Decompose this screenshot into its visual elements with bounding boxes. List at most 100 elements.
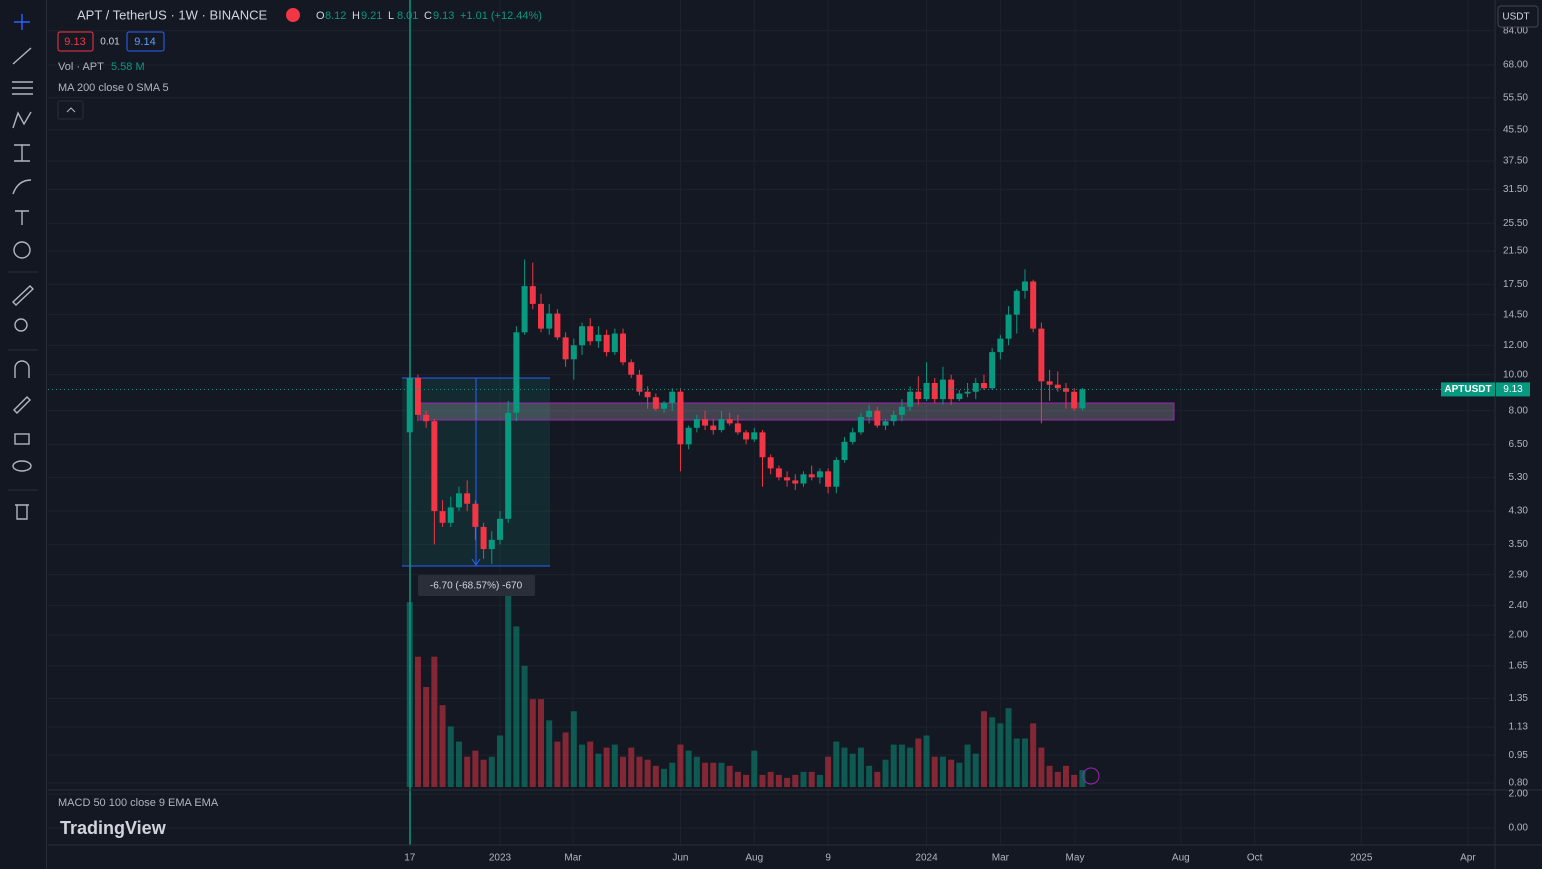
volume-layer (406, 590, 1086, 787)
lock-draw-tool[interactable] (13, 396, 31, 414)
y-tick-label: 37.50 (1503, 156, 1528, 167)
candle-body (1030, 281, 1037, 329)
last-price-name: APTUSDT (1444, 384, 1491, 395)
magnet-tool[interactable] (14, 360, 30, 378)
tools (8, 14, 38, 520)
candle-body (1079, 389, 1086, 409)
volume-bar (989, 717, 996, 787)
volume-bar (939, 756, 946, 787)
volume-bar (628, 747, 635, 787)
candle-body (562, 337, 569, 360)
candle-body (923, 382, 930, 400)
zoom-tool[interactable] (14, 318, 28, 332)
ohlc-legend: O 8.12 H 9.21 L 8.01 C 9.13 +1.01 (+12.44%) (316, 10, 542, 22)
brush-tool[interactable] (12, 179, 32, 195)
y-tick-label: 5.30 (1509, 472, 1529, 483)
volume-bar (767, 771, 774, 787)
candle-body (1013, 290, 1020, 315)
volume-bar (890, 744, 897, 787)
volume-bar (537, 699, 544, 787)
candle-body (488, 539, 495, 550)
volume-bar (898, 744, 905, 787)
volume-bar (587, 741, 594, 787)
emoji-tool[interactable] (13, 241, 31, 259)
candle-body (505, 412, 512, 519)
collapse-button[interactable] (57, 100, 84, 120)
candle-layer (48, 259, 1495, 564)
hide-tool[interactable] (12, 460, 32, 472)
volume-bar (980, 711, 987, 787)
x-tick-label: Jun (672, 853, 688, 864)
volume-bar (661, 768, 668, 787)
candle-body (808, 474, 815, 478)
text-tool[interactable] (15, 210, 29, 225)
candle-body (1062, 388, 1069, 392)
candle-body (816, 471, 823, 478)
volume-bar (915, 738, 922, 787)
volume-bar (685, 750, 692, 787)
candle-body (636, 374, 643, 392)
candle-body (1071, 391, 1078, 409)
candle-body (800, 474, 807, 484)
measure-tool[interactable] (14, 144, 30, 162)
lock-tool[interactable] (14, 433, 30, 445)
crosshair-tool[interactable] (14, 14, 30, 30)
candle-body (898, 406, 905, 415)
trash-tool[interactable] (15, 504, 29, 520)
y-tick-label: 45.50 (1503, 124, 1528, 135)
y-tick-label: 0.95 (1509, 750, 1529, 761)
event-icon (1082, 767, 1100, 785)
x-tick-label: Aug (1172, 853, 1190, 864)
candle-body (1054, 384, 1061, 389)
macd-tick-label: 2.00 (1509, 789, 1529, 800)
currency: USDT (1502, 12, 1529, 23)
volume-bar (972, 753, 979, 787)
x-tick-label: Oct (1247, 853, 1263, 864)
volume-bar (1038, 747, 1045, 787)
volume-legend: Vol · APT (58, 61, 104, 73)
volume-bar (472, 750, 479, 787)
candle-body (841, 441, 848, 460)
volume-bar (841, 747, 848, 787)
trendline-tool[interactable] (12, 47, 32, 65)
candle-body (1021, 281, 1028, 291)
candle-body (685, 427, 692, 445)
volume-bar (825, 756, 832, 787)
volume-bar (931, 756, 938, 787)
candle-body (620, 333, 627, 363)
candle-body (775, 468, 782, 478)
currency-button[interactable] (1497, 5, 1539, 28)
candle-body (693, 419, 700, 428)
pattern-tool[interactable] (12, 111, 32, 129)
volume-bar (447, 726, 454, 787)
volume-bar (521, 665, 528, 787)
candle-body (644, 391, 651, 398)
volume-bar (677, 744, 684, 787)
y-tick-label: 8.00 (1509, 405, 1529, 416)
y-tick-label: 55.50 (1503, 92, 1528, 103)
candle-body (521, 286, 528, 333)
candle-body (464, 493, 471, 504)
candle-body (882, 421, 889, 426)
x-tick-label: Mar (992, 853, 1010, 864)
y-tick-label: 12.00 (1503, 340, 1528, 351)
x-tick-label: Apr (1460, 853, 1476, 864)
candle-body (652, 397, 659, 409)
candle-body (956, 393, 963, 400)
volume-bar (759, 774, 766, 787)
x-tick-label: Mar (564, 853, 582, 864)
volume-bar (513, 626, 520, 787)
collapse-icon (66, 107, 76, 113)
candle-body (980, 382, 987, 389)
axes: 84.00 68.00 55.50 45.50 37.50 31.50 25.50 21.50… (404, 25, 1530, 864)
candle-body (603, 334, 610, 353)
symbol-title: APT / TetherUS · 1W · BINANCE (77, 7, 268, 22)
candle-body (825, 471, 832, 487)
fib-tool[interactable] (12, 81, 33, 95)
y-tick-label: 1.35 (1509, 693, 1529, 704)
candle-body (931, 382, 938, 400)
ruler-tool[interactable] (11, 285, 35, 306)
volume-bar (464, 756, 471, 787)
ohlc-change: +1.01 (+12.44%) (460, 10, 542, 22)
volume-bar (849, 753, 856, 787)
